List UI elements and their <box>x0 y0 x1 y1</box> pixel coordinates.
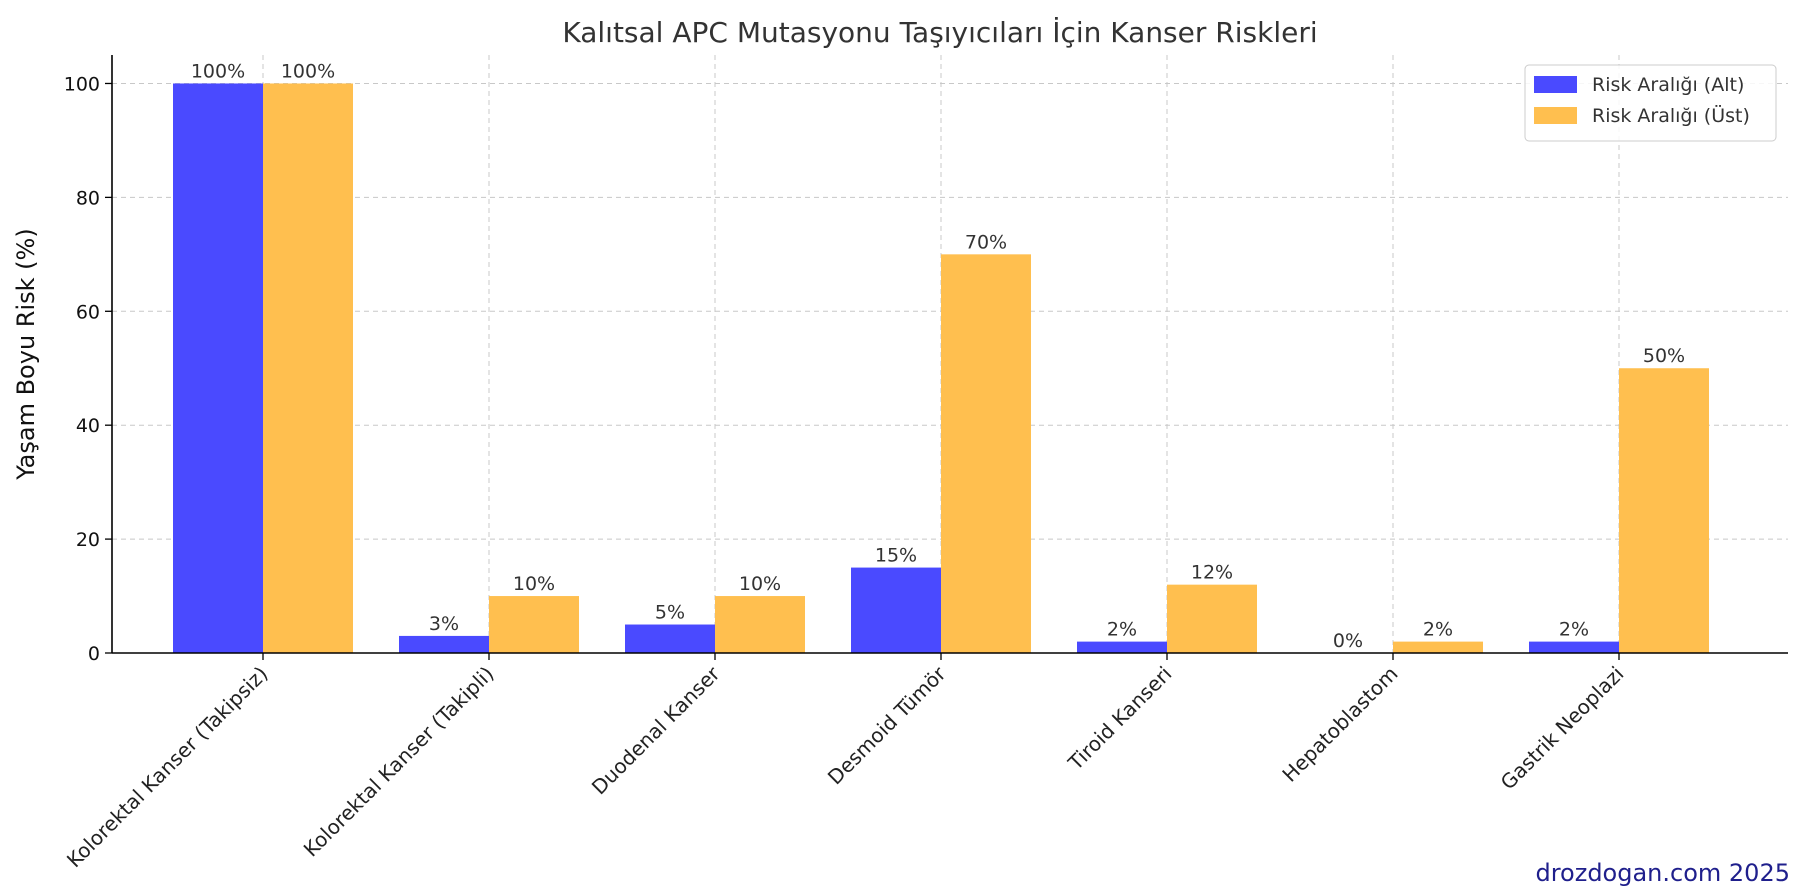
data-label: 5% <box>655 602 685 624</box>
x-tick-label: Gastrik Neoplazi <box>1496 662 1629 795</box>
bar-series-1 <box>173 83 263 653</box>
bar-series-2 <box>941 254 1031 654</box>
y-tick-label: 60 <box>76 301 100 323</box>
bar-series-1 <box>625 624 715 653</box>
data-label: 10% <box>739 573 781 595</box>
legend-swatch <box>1534 76 1577 93</box>
bar-series-1 <box>851 567 941 653</box>
data-label: 70% <box>965 231 1007 253</box>
data-label: 100% <box>191 60 245 82</box>
data-label: 12% <box>1191 562 1233 584</box>
legend-label: Risk Aralığı (Üst) <box>1592 104 1750 127</box>
data-label: 2% <box>1107 619 1137 641</box>
data-label: 0% <box>1333 630 1363 652</box>
data-label: 2% <box>1559 619 1589 641</box>
bar-series-2 <box>263 83 353 653</box>
bar-series-2 <box>1393 641 1483 653</box>
x-ticks: Kolorektal Kanser (Takipsiz) Kolorektal K… <box>62 653 1629 872</box>
y-tick-label: 0 <box>88 643 100 665</box>
bars <box>173 83 1709 654</box>
data-labels: 100% 3% 5% 15% 2% 0% 2% 100% 10% 10% 70% 12% 2% 50% <box>191 60 1685 652</box>
x-tick-label: Hepatoblastom <box>1277 662 1402 787</box>
legend-swatch <box>1534 107 1577 124</box>
y-tick-label: 80 <box>76 187 100 209</box>
x-tick-label: Kolorektal Kanser (Takipsiz) <box>62 662 273 873</box>
x-tick-label: Tiroid Kanseri <box>1063 662 1177 776</box>
y-tick-label: 100 <box>64 73 100 95</box>
bar-series-2 <box>1619 368 1709 653</box>
data-label: 15% <box>875 545 917 567</box>
data-label: 100% <box>281 60 335 82</box>
bar-series-2 <box>1167 584 1257 653</box>
data-label: 50% <box>1643 345 1685 367</box>
legend: Risk Aralığı (Alt) Risk Aralığı (Üst) <box>1524 64 1777 142</box>
y-tick-label: 20 <box>76 529 100 551</box>
y-axis-label: Yaşam Boyu Risk (%) <box>12 228 40 480</box>
bar-series-1 <box>1529 641 1619 653</box>
legend-box <box>1524 64 1777 142</box>
x-tick-label: Duodenal Kanser <box>587 661 725 799</box>
bar-series-1 <box>1077 641 1167 653</box>
data-label: 10% <box>513 573 555 595</box>
data-label: 3% <box>429 613 459 635</box>
x-tick-label: Desmoid Tümör <box>823 661 951 789</box>
bar-series-1 <box>399 635 489 653</box>
bar-series-2 <box>715 596 805 653</box>
legend-label: Risk Aralığı (Alt) <box>1592 74 1744 96</box>
y-ticks: 0 20 40 60 80 100 <box>64 73 112 665</box>
watermark: drozdogan.com 2025 <box>1535 859 1790 887</box>
x-tick-label: Kolorektal Kanser (Takipli) <box>299 662 499 862</box>
chart-title: Kalıtsal APC Mutasyonu Taşıyıcıları İçin… <box>562 16 1317 49</box>
axes <box>111 55 1788 654</box>
bar-series-2 <box>489 596 579 653</box>
y-tick-label: 40 <box>76 415 100 437</box>
data-label: 2% <box>1423 619 1453 641</box>
